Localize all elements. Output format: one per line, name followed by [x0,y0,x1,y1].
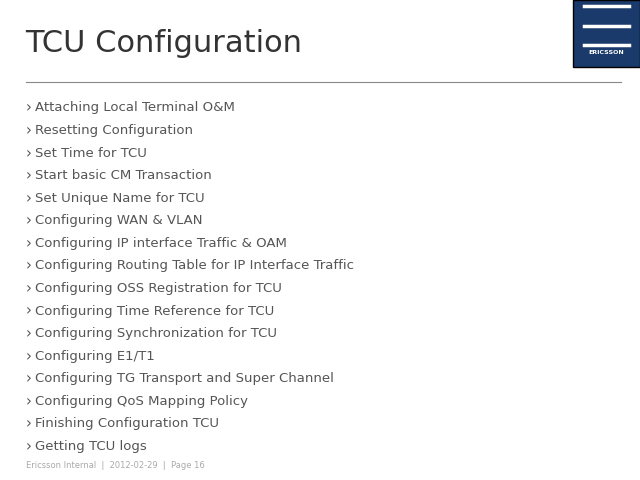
Text: TCU Configuration: TCU Configuration [26,29,303,58]
Text: Configuring OSS Registration for TCU: Configuring OSS Registration for TCU [35,282,282,295]
Text: ›: › [26,371,31,386]
Text: ›: › [26,303,31,319]
Text: Configuring QoS Mapping Policy: Configuring QoS Mapping Policy [35,395,248,408]
Text: Getting TCU logs: Getting TCU logs [35,440,147,453]
Text: Set Time for TCU: Set Time for TCU [35,146,147,160]
Text: ›: › [26,326,31,341]
Text: ›: › [26,258,31,274]
Text: Configuring IP interface Traffic & OAM: Configuring IP interface Traffic & OAM [35,237,287,250]
Text: Finishing Configuration TCU: Finishing Configuration TCU [35,417,219,431]
Text: ›: › [26,168,31,183]
Text: ›: › [26,348,31,364]
Text: Attaching Local Terminal O&M: Attaching Local Terminal O&M [35,101,235,115]
Text: ›: › [26,439,31,454]
Text: ›: › [26,213,31,228]
Text: Start basic CM Transaction: Start basic CM Transaction [35,169,212,182]
Text: ERICSSON: ERICSSON [589,50,624,55]
Text: ›: › [26,123,31,138]
Text: Set Unique Name for TCU: Set Unique Name for TCU [35,192,205,205]
Text: Resetting Configuration: Resetting Configuration [35,124,193,137]
Text: Configuring Routing Table for IP Interface Traffic: Configuring Routing Table for IP Interfa… [35,259,354,273]
Text: Configuring E1/T1: Configuring E1/T1 [35,349,155,363]
Text: ›: › [26,100,31,116]
Text: ›: › [26,145,31,161]
FancyBboxPatch shape [573,0,640,67]
Text: Configuring WAN & VLAN: Configuring WAN & VLAN [35,214,203,228]
Text: ›: › [26,191,31,206]
Text: Configuring TG Transport and Super Channel: Configuring TG Transport and Super Chann… [35,372,334,385]
Text: ›: › [26,281,31,296]
Text: ›: › [26,394,31,409]
Text: ›: › [26,236,31,251]
Text: Ericsson Internal  |  2012-02-29  |  Page 16: Ericsson Internal | 2012-02-29 | Page 16 [26,461,204,470]
Text: Configuring Synchronization for TCU: Configuring Synchronization for TCU [35,327,277,340]
Text: Configuring Time Reference for TCU: Configuring Time Reference for TCU [35,304,275,318]
Text: ›: › [26,416,31,432]
